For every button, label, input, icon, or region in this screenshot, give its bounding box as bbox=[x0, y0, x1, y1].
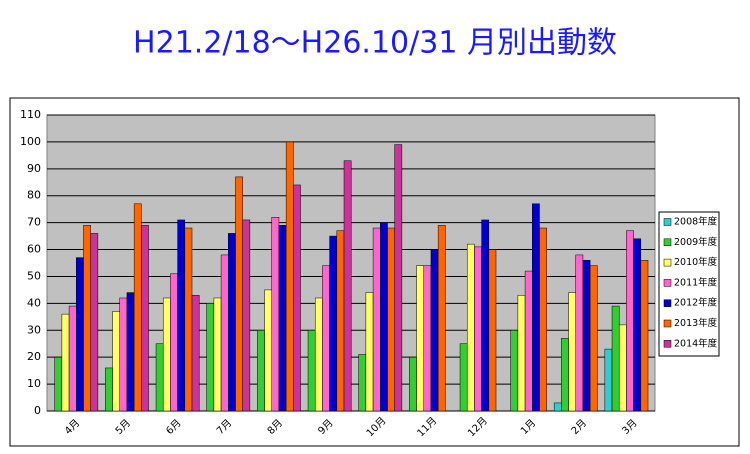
bar bbox=[380, 222, 388, 412]
y-tick-label: 10 bbox=[27, 377, 41, 390]
bar bbox=[112, 311, 121, 412]
bar bbox=[626, 230, 634, 412]
bar bbox=[278, 225, 287, 412]
bar bbox=[640, 260, 649, 412]
bar bbox=[54, 356, 63, 412]
legend-swatch bbox=[663, 279, 672, 287]
bar bbox=[561, 338, 569, 412]
bar bbox=[365, 292, 374, 412]
y-tick-label: 50 bbox=[27, 269, 41, 282]
bar bbox=[322, 265, 330, 412]
bar bbox=[184, 227, 193, 412]
bar bbox=[343, 160, 352, 412]
bar bbox=[141, 225, 149, 412]
bar bbox=[307, 330, 316, 412]
bar bbox=[510, 330, 519, 412]
bar bbox=[314, 297, 323, 412]
bar bbox=[105, 367, 113, 412]
bar bbox=[539, 227, 547, 412]
legend-swatch bbox=[663, 319, 672, 328]
bar bbox=[532, 203, 540, 412]
bar bbox=[568, 292, 577, 412]
bar bbox=[633, 238, 642, 412]
bar bbox=[611, 305, 620, 412]
bar bbox=[285, 141, 294, 412]
legend-label: 2010年度 bbox=[674, 256, 718, 268]
legend-label: 2009年度 bbox=[674, 236, 718, 248]
chart-title: H21.2/18〜H26.10/31 月別出動数 bbox=[133, 26, 617, 61]
bar bbox=[394, 144, 403, 412]
bar bbox=[155, 343, 164, 412]
y-tick-label: 90 bbox=[27, 162, 41, 175]
bar bbox=[257, 330, 265, 412]
legend-label: 2008年度 bbox=[674, 216, 718, 228]
y-tick-label: 30 bbox=[27, 323, 41, 336]
bar bbox=[372, 227, 381, 412]
bar bbox=[119, 297, 128, 412]
y-tick-label: 20 bbox=[27, 350, 41, 363]
legend-label: 2011年度 bbox=[674, 276, 718, 288]
bar bbox=[76, 257, 84, 412]
bar bbox=[604, 348, 613, 412]
bar bbox=[90, 233, 99, 412]
legend-swatch bbox=[663, 340, 672, 348]
bar bbox=[358, 354, 367, 412]
y-tick-label: 40 bbox=[27, 296, 41, 309]
legend-label: 2014年度 bbox=[674, 337, 718, 349]
bar bbox=[575, 254, 584, 412]
bar bbox=[524, 270, 533, 412]
legend-swatch bbox=[663, 299, 672, 307]
bar bbox=[177, 219, 186, 412]
bar bbox=[474, 246, 482, 412]
y-tick-label: 60 bbox=[27, 243, 41, 256]
legend-label: 2013年度 bbox=[674, 317, 718, 329]
bar bbox=[220, 254, 229, 412]
bar bbox=[213, 297, 222, 412]
y-tick-label: 0 bbox=[34, 404, 41, 417]
bar bbox=[228, 233, 236, 412]
bar bbox=[126, 292, 135, 412]
bar bbox=[170, 273, 178, 412]
bar bbox=[481, 219, 490, 412]
y-tick-label: 110 bbox=[20, 108, 41, 121]
y-tick-label: 80 bbox=[27, 189, 41, 202]
bar bbox=[416, 265, 425, 412]
bar bbox=[191, 295, 200, 412]
bar bbox=[387, 227, 395, 412]
bar bbox=[589, 265, 598, 412]
y-tick-label: 100 bbox=[20, 135, 41, 148]
bar bbox=[459, 343, 468, 412]
bar bbox=[235, 176, 243, 412]
legend-swatch bbox=[663, 258, 672, 267]
legend-swatch bbox=[663, 238, 672, 247]
bar bbox=[68, 305, 77, 412]
bar bbox=[466, 243, 475, 412]
bar bbox=[409, 356, 417, 412]
bar bbox=[162, 297, 171, 412]
y-tick-label: 70 bbox=[27, 216, 41, 229]
bar bbox=[618, 324, 627, 412]
bar bbox=[264, 289, 273, 412]
bar bbox=[133, 203, 142, 412]
bar bbox=[83, 225, 91, 412]
legend-label: 2012年度 bbox=[674, 297, 718, 309]
bar bbox=[336, 230, 345, 412]
bar bbox=[582, 260, 591, 412]
bar bbox=[553, 402, 562, 412]
bar bbox=[488, 249, 497, 412]
bar bbox=[430, 249, 439, 412]
legend-swatch bbox=[663, 218, 672, 226]
bar bbox=[206, 303, 215, 412]
bar bbox=[437, 225, 446, 412]
bar bbox=[61, 313, 70, 412]
bar bbox=[517, 295, 526, 412]
bar bbox=[242, 219, 251, 412]
bar bbox=[293, 184, 301, 412]
bar bbox=[423, 265, 432, 412]
bar bbox=[271, 217, 280, 412]
bar bbox=[329, 235, 338, 412]
